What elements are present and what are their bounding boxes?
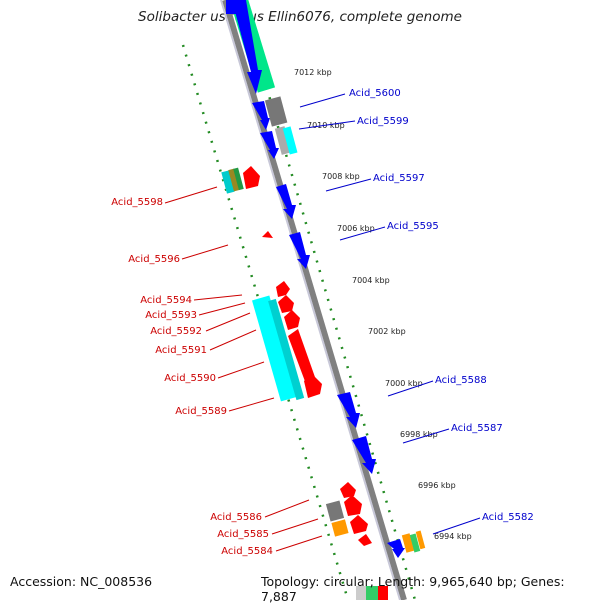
- gene-acid5582-blue[interactable]: [387, 539, 405, 558]
- gene-acid5588[interactable]: [337, 392, 360, 428]
- kbp-7008: 7008 kbp: [322, 172, 360, 181]
- forward-strand-genes: [226, 0, 426, 558]
- gene-acid5586[interactable]: [325, 500, 345, 522]
- label-acid5586[interactable]: Acid_5586: [210, 512, 262, 523]
- label-acid5584[interactable]: Acid_5584: [221, 546, 273, 557]
- genome-backbone-shade: [220, 0, 401, 600]
- forward-gene-labels: Acid_5600 Acid_5599 Acid_5597 Acid_5595 …: [349, 88, 534, 523]
- gene-orange-bottom-2[interactable]: [415, 530, 426, 550]
- label-acid5591[interactable]: Acid_5591: [155, 345, 207, 356]
- gene-acid5589-cyan[interactable]: [252, 295, 299, 402]
- gene-red-bottom-4[interactable]: [358, 534, 372, 546]
- gene-red-bottom-3[interactable]: [350, 515, 368, 534]
- gene-acid5593[interactable]: [278, 295, 294, 313]
- gene-acid5597[interactable]: [276, 184, 296, 219]
- reverse-gene-labels: Acid_5598 Acid_5596 Acid_5594 Acid_5593 …: [111, 197, 273, 557]
- label-acid5597[interactable]: Acid_5597: [373, 173, 425, 184]
- kbp-7002: 7002 kbp: [368, 327, 406, 336]
- gene-acid5594[interactable]: [276, 281, 290, 297]
- gene-bottom-stack-2[interactable]: [366, 586, 380, 600]
- label-acid5593[interactable]: Acid_5593: [145, 310, 197, 321]
- kbp-7012: 7012 kbp: [294, 68, 332, 77]
- gene-orange-bottom[interactable]: [401, 533, 415, 553]
- kbp-6998: 6998 kbp: [400, 430, 438, 439]
- genome-backbone: [222, 0, 407, 600]
- accession-text: Accession: NC_008536: [10, 574, 153, 589]
- kbp-6996: 6996 kbp: [418, 481, 456, 490]
- gene-acid5585[interactable]: [331, 519, 349, 537]
- gene-gray-mid[interactable]: [264, 96, 288, 127]
- kbp-7006: 7006 kbp: [337, 224, 375, 233]
- gene-blue-mid[interactable]: [260, 131, 279, 159]
- gene-acid5600-body[interactable]: [252, 101, 270, 130]
- gene-bottom-stack-3[interactable]: [378, 586, 388, 600]
- gene-red-bottom-1[interactable]: [340, 482, 356, 498]
- label-acid5599[interactable]: Acid_5599: [357, 116, 409, 127]
- label-acid5587[interactable]: Acid_5587: [451, 423, 503, 434]
- gene-acid5595[interactable]: [289, 232, 310, 269]
- label-acid5589[interactable]: Acid_5589: [175, 406, 227, 417]
- reverse-leader-lines: [164, 186, 323, 552]
- gene-acid5587[interactable]: [352, 436, 376, 474]
- reverse-strand-genes: [221, 166, 388, 600]
- forward-leader-lines: [298, 93, 481, 535]
- label-acid5594[interactable]: Acid_5594: [140, 295, 192, 306]
- label-acid5582[interactable]: Acid_5582: [482, 512, 534, 523]
- label-acid5588[interactable]: Acid_5588: [435, 375, 487, 386]
- label-acid5600[interactable]: Acid_5600: [349, 88, 401, 99]
- gene-green-bottom[interactable]: [409, 533, 421, 553]
- gene-gray-light[interactable]: [274, 126, 292, 155]
- map-title: Solibacter usitatus Ellin6076, complete …: [138, 9, 462, 25]
- gene-cyan-small[interactable]: [282, 126, 298, 155]
- gene-blue-top-2[interactable]: [226, 0, 240, 14]
- kbp-6994: 6994 kbp: [434, 532, 472, 541]
- kbp-7004: 7004 kbp: [352, 276, 390, 285]
- label-acid5596[interactable]: Acid_5596: [128, 254, 180, 265]
- label-acid5595[interactable]: Acid_5595: [387, 221, 439, 232]
- gene-red-bottom-2[interactable]: [344, 495, 362, 516]
- gene-blue-top-1[interactable]: [232, 0, 262, 94]
- gene-acid5598-red[interactable]: [243, 166, 260, 189]
- label-acid5592[interactable]: Acid_5592: [150, 326, 202, 337]
- gene-acid5598-cyan[interactable]: [221, 170, 235, 194]
- gene-acid5598-olive[interactable]: [228, 168, 240, 192]
- gene-acid5592[interactable]: [284, 310, 300, 330]
- label-acid5590[interactable]: Acid_5590: [164, 373, 216, 384]
- gene-acid5591[interactable]: [288, 329, 316, 384]
- label-acid5585[interactable]: Acid_5585: [217, 529, 269, 540]
- gene-acid5598-green[interactable]: [233, 167, 244, 191]
- kbp-labels: 7012 kbp 7010 kbp 7008 kbp 7006 kbp 7004…: [294, 68, 472, 541]
- label-acid5598[interactable]: Acid_5598: [111, 197, 163, 208]
- gene-acid5590[interactable]: [304, 374, 322, 398]
- kbp-7000: 7000 kbp: [385, 379, 423, 388]
- gene-acid5589-cyan-edge[interactable]: [268, 298, 305, 401]
- gene-acid5596[interactable]: [262, 231, 273, 238]
